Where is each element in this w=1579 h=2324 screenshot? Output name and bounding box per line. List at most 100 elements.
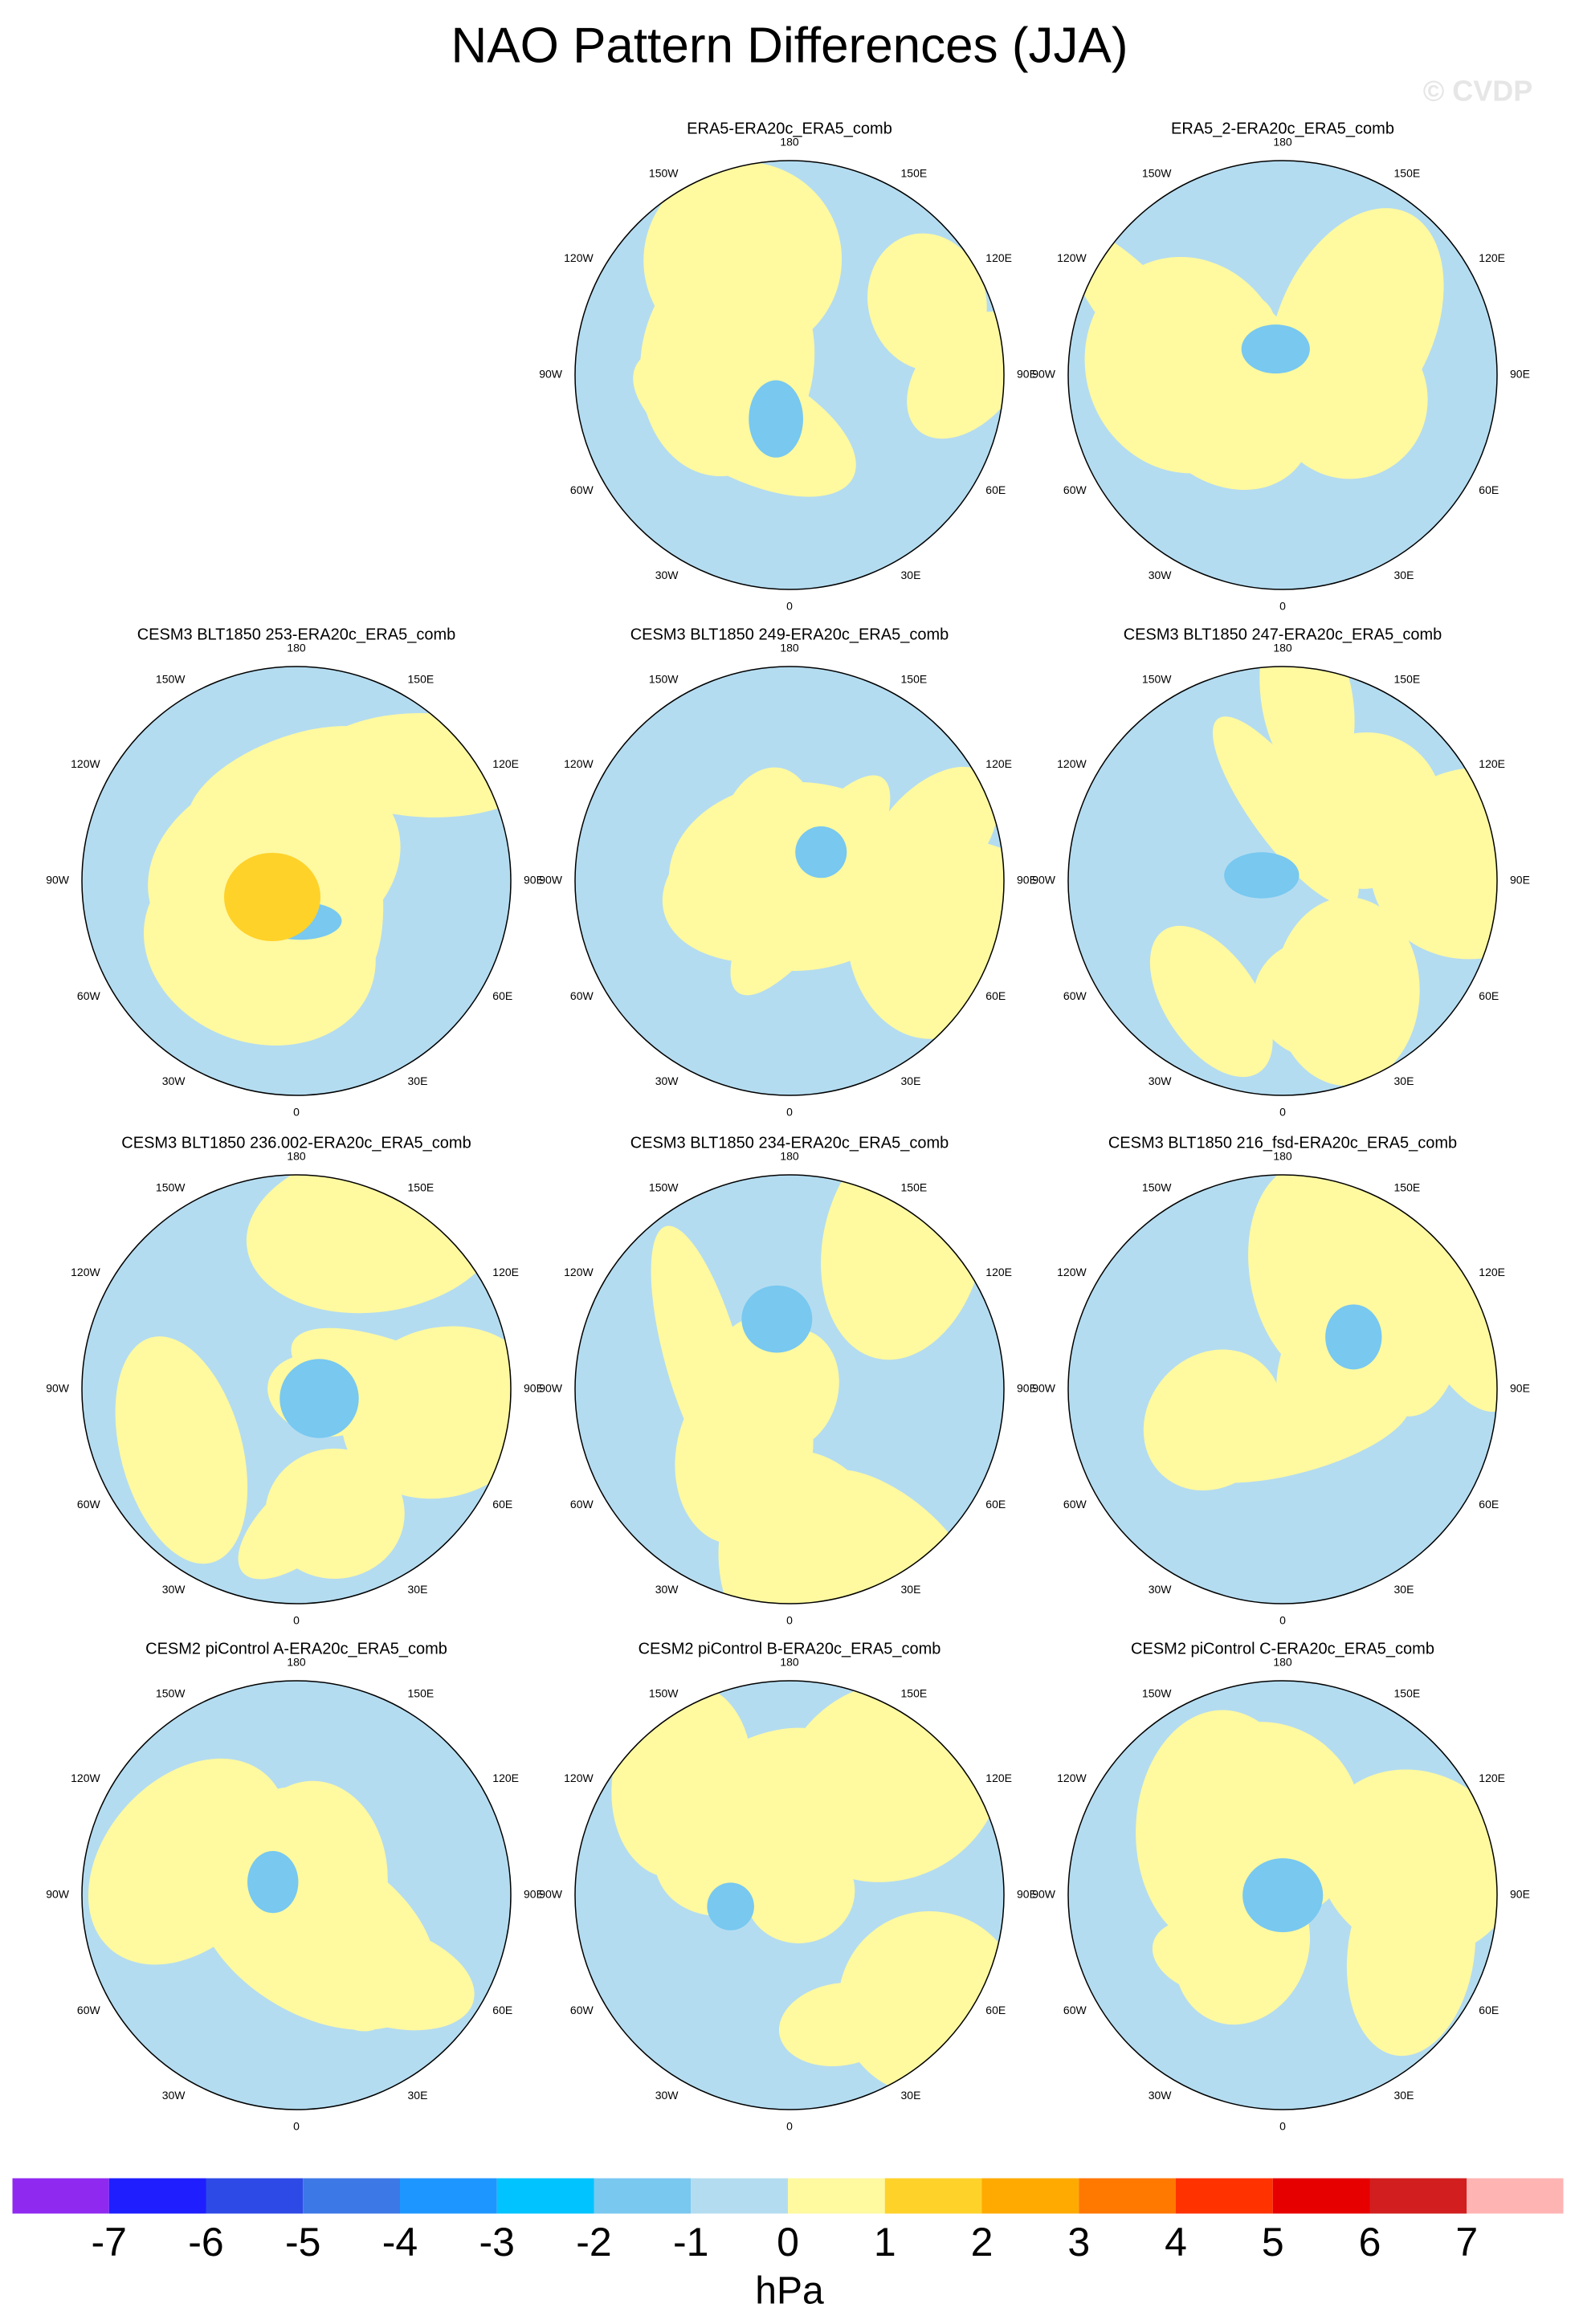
lon-label: 30W (162, 1583, 186, 1596)
lon-label: 60E (985, 1498, 1006, 1511)
colorbar-tick-label: 2 (971, 2220, 994, 2265)
positive-region (668, 781, 922, 972)
lon-label: 150W (649, 672, 679, 685)
colorbar-tick-label: 3 (1067, 2220, 1090, 2265)
lon-label: 120E (1479, 1772, 1505, 1784)
colorbar-tick-label: -3 (479, 2220, 515, 2265)
lon-label: 180 (287, 1656, 306, 1669)
positive-region (297, 1922, 475, 2031)
colorbar-box (496, 2178, 594, 2214)
panel-title: CESM3 BLT1850 247-ERA20c_ERA5_comb (1124, 626, 1442, 643)
colorbar-box (12, 2178, 109, 2214)
lon-label: 30W (1149, 569, 1173, 581)
lon-label: 30E (408, 2089, 428, 2102)
lon-label: 0 (1279, 2120, 1286, 2133)
colorbar-box (788, 2178, 885, 2214)
panel-title: CESM2 piControl C-ERA20c_ERA5_comb (1131, 1640, 1434, 1657)
panel-title: CESM2 piControl A-ERA20c_ERA5_comb (145, 1640, 447, 1657)
negative-region (1325, 1304, 1382, 1370)
positive-region (265, 1448, 405, 1579)
lon-label: 90E (524, 874, 544, 887)
lon-label: 60E (985, 2004, 1006, 2016)
lon-label: 30E (901, 569, 921, 581)
lon-label: 90W (46, 1888, 70, 1901)
lon-label: 120W (71, 1772, 100, 1784)
lon-label: 60E (1479, 1498, 1499, 1511)
lon-label: 0 (786, 1106, 793, 1119)
lon-label: 150W (1142, 1180, 1172, 1193)
map-border (1067, 1680, 1498, 2110)
map-fill (575, 1175, 1004, 1604)
map-border (81, 1680, 512, 2110)
lon-label: 90E (1510, 874, 1530, 887)
colorbar-tick-label: -7 (92, 2220, 127, 2265)
lon-label: 30W (1149, 2089, 1173, 2102)
lon-label: 150W (649, 1686, 679, 1699)
panel-title: CESM3 BLT1850 249-ERA20c_ERA5_comb (630, 626, 949, 643)
lon-label: 150E (901, 1180, 928, 1193)
lon-label: 60W (77, 1498, 101, 1511)
lon-label: 120E (985, 1266, 1012, 1278)
negative-region (1224, 852, 1300, 899)
colorbar-box (884, 2178, 982, 2214)
lon-label: 180 (287, 1150, 306, 1163)
colorbar-tick-label: -5 (285, 2220, 320, 2265)
lon-label: 60W (1063, 483, 1087, 496)
colorbar-frame (11, 2177, 1565, 2215)
lon-label: 60E (1479, 483, 1499, 496)
lon-label: 60W (570, 989, 594, 1002)
colorbar-box (691, 2178, 788, 2214)
colorbar-tick-label: -2 (576, 2220, 611, 2265)
colorbar-box (108, 2178, 206, 2214)
lon-label: 60E (492, 1498, 512, 1511)
positive-region (1149, 925, 1273, 1078)
map-border (1067, 160, 1498, 590)
map-fill (1068, 667, 1497, 1095)
lon-label: 150W (156, 1686, 186, 1699)
lon-label: 120E (985, 251, 1012, 264)
lon-label: 150W (649, 1180, 679, 1193)
lon-label: 150W (156, 1180, 186, 1193)
lon-label: 60W (1063, 2004, 1087, 2016)
map-border (574, 666, 1005, 1096)
lon-label: 120W (564, 1772, 594, 1784)
lon-label: 150E (408, 672, 435, 685)
lon-label: 90W (1032, 368, 1056, 381)
lon-label: 30W (655, 1583, 679, 1596)
lon-label: 60E (1479, 989, 1499, 1002)
panel-title: ERA5_2-ERA20c_ERA5_comb (1171, 120, 1394, 137)
lon-label: 180 (780, 1656, 799, 1669)
colorbar-tick-label: 7 (1455, 2220, 1478, 2265)
lon-label: 30E (1394, 1074, 1414, 1087)
lon-label: 0 (786, 2120, 793, 2133)
colorbar-box (1272, 2178, 1370, 2214)
lon-label: 0 (1279, 1106, 1286, 1119)
lon-label: 90W (539, 874, 563, 887)
lon-label: 180 (1273, 642, 1292, 654)
colorbar-box (1079, 2178, 1176, 2214)
lon-label: 120E (985, 1772, 1012, 1784)
lon-label: 180 (780, 642, 799, 654)
positive-region (745, 1841, 855, 1943)
lon-label: 180 (780, 136, 799, 149)
negative-region (707, 1882, 754, 1931)
colorbar-box (1369, 2178, 1467, 2214)
map-fill (575, 161, 1004, 589)
lon-label: 30W (1149, 1074, 1173, 1087)
positive-region (1274, 897, 1420, 1086)
lon-label: 120E (985, 757, 1012, 770)
lon-label: 120W (1057, 1772, 1087, 1784)
positive-region (291, 1327, 511, 1465)
negative-region (1241, 324, 1310, 374)
map-border (574, 1174, 1005, 1604)
colorbar-tick-label: 1 (874, 2220, 896, 2265)
map-border (1067, 1174, 1498, 1604)
lon-label: 120W (564, 757, 594, 770)
lon-label: 30E (1394, 2089, 1414, 2102)
colorbar-box (400, 2178, 497, 2214)
negative-region (279, 1359, 359, 1438)
map-border (81, 1174, 512, 1604)
